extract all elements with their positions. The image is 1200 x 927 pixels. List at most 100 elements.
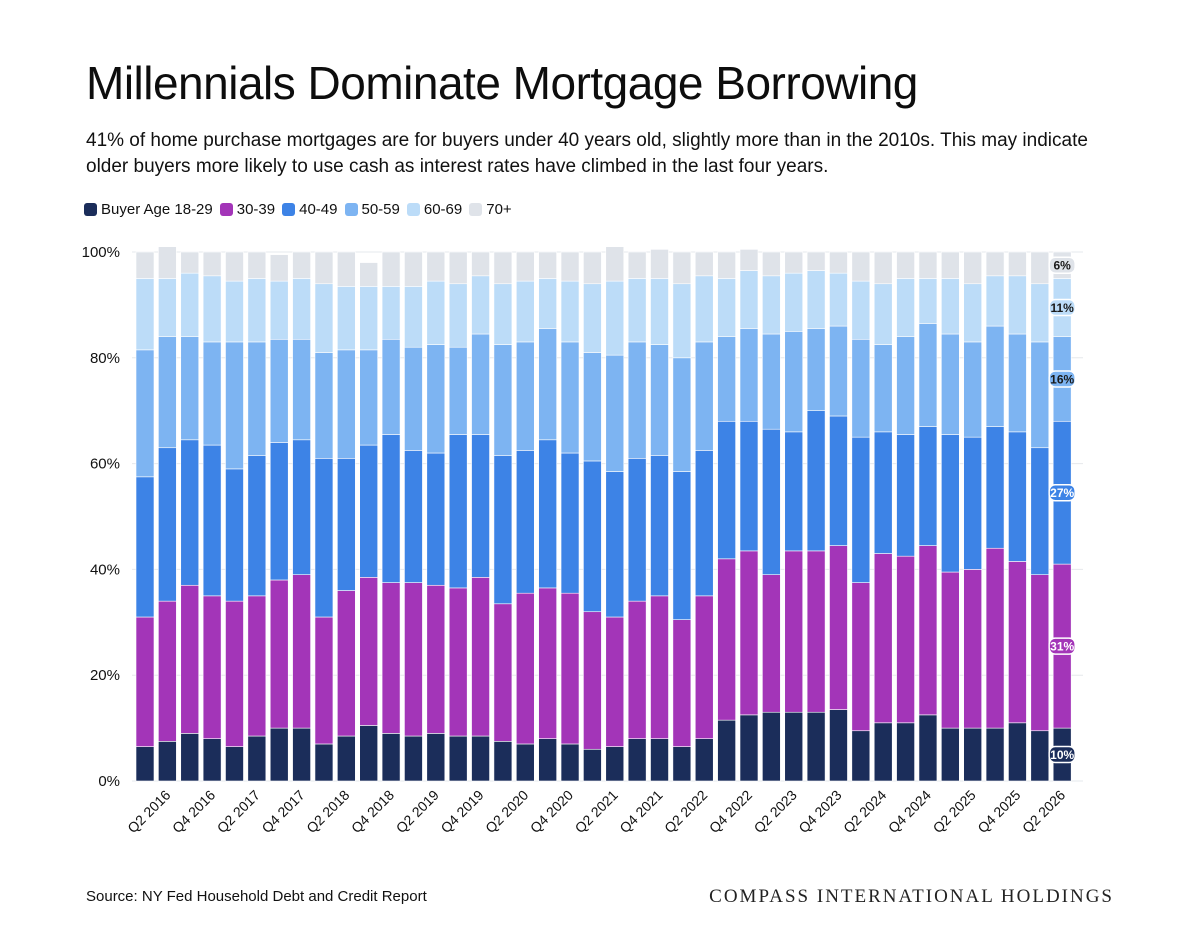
bar-segment bbox=[404, 346, 423, 451]
bar-segment bbox=[963, 436, 982, 570]
bar-segment bbox=[471, 434, 490, 578]
bar-segment bbox=[694, 341, 714, 451]
bar-segment bbox=[225, 746, 244, 782]
bar-segment bbox=[269, 727, 289, 782]
bar-segment bbox=[650, 278, 669, 345]
bar-segment bbox=[583, 251, 602, 285]
bar-segment bbox=[985, 275, 1005, 327]
bar-segment bbox=[404, 582, 423, 737]
bar-segment bbox=[672, 619, 692, 747]
y-tick-label: 0% bbox=[98, 773, 120, 790]
bar-segment bbox=[717, 251, 736, 279]
bar-segment bbox=[538, 439, 557, 589]
bar-segment bbox=[202, 251, 222, 277]
bar-segment bbox=[337, 251, 356, 287]
bar-segment bbox=[918, 278, 938, 324]
end-label-pill bbox=[1048, 483, 1076, 502]
bar-segment bbox=[225, 251, 244, 282]
bar-segment bbox=[829, 325, 848, 417]
bar-segment bbox=[515, 251, 535, 282]
page-title: Millennials Dominate Mortgage Borrowing bbox=[86, 57, 918, 109]
x-tick-label: Q4 2025 bbox=[974, 787, 1023, 836]
end-label: 6% bbox=[1053, 259, 1071, 273]
bar-segment bbox=[337, 735, 356, 782]
bar-segment bbox=[627, 600, 647, 739]
bar-segment bbox=[426, 251, 446, 282]
bar-segment bbox=[918, 323, 938, 427]
legend-swatch bbox=[282, 203, 296, 216]
stacked-bar-chart: 0% 20% 40% 60% 80% 100% 10% 31% 27% 16% 11% 6% Q2 20… bbox=[82, 244, 1083, 836]
bar-segment bbox=[1008, 251, 1027, 277]
bar-segment bbox=[717, 278, 736, 337]
bar-segment bbox=[985, 251, 1005, 277]
bar-segment bbox=[158, 600, 177, 742]
bar-segment bbox=[583, 283, 602, 353]
bar-segment bbox=[471, 735, 490, 782]
bar-segment bbox=[381, 733, 401, 782]
x-tick-label: Q2 2025 bbox=[930, 787, 979, 836]
legend-swatch bbox=[219, 203, 233, 216]
bar-segment bbox=[381, 286, 401, 340]
y-tick-label: 40% bbox=[90, 561, 120, 578]
bar-segment bbox=[918, 426, 938, 546]
bar-segment bbox=[672, 283, 692, 359]
legend-swatch bbox=[84, 203, 97, 216]
bar-segment bbox=[493, 344, 513, 456]
bar-segment bbox=[762, 428, 781, 575]
bar-segment bbox=[717, 336, 736, 422]
bar-segment bbox=[314, 352, 334, 459]
bar-segment bbox=[694, 595, 714, 739]
x-tick-label: Q2 2017 bbox=[214, 787, 263, 836]
bar-segment bbox=[202, 341, 222, 446]
bar-segment bbox=[806, 711, 826, 782]
bar-segment bbox=[806, 550, 826, 713]
bar-segment bbox=[784, 711, 804, 782]
x-tick-label: Q4 2022 bbox=[706, 787, 755, 836]
bar-segment bbox=[1030, 283, 1050, 343]
bar-segment bbox=[538, 328, 557, 441]
bar-segment bbox=[873, 431, 893, 554]
bar-segment bbox=[158, 246, 177, 279]
bar-segment bbox=[1030, 251, 1050, 285]
x-tick-label: Q2 2026 bbox=[1019, 787, 1068, 836]
bar-segment bbox=[225, 280, 244, 343]
bar-segment bbox=[963, 727, 982, 782]
bar-segment bbox=[605, 354, 625, 472]
bar-segment bbox=[583, 748, 602, 782]
bar-segment bbox=[605, 471, 625, 618]
bar-segment bbox=[829, 709, 848, 782]
bar-segment bbox=[359, 577, 379, 726]
bar-segment bbox=[650, 738, 669, 782]
bar-segment bbox=[404, 286, 423, 348]
bar-segment bbox=[650, 595, 669, 739]
bar-segment bbox=[851, 582, 871, 732]
legend-swatch bbox=[469, 203, 483, 216]
bar-segment bbox=[247, 735, 267, 782]
bar-segment bbox=[1030, 447, 1050, 575]
bar-segment bbox=[538, 278, 557, 330]
bar-segment bbox=[1008, 275, 1027, 335]
legend-item: 30-39 bbox=[219, 201, 275, 218]
bar-segment bbox=[471, 251, 490, 277]
x-tick-label: Q2 2021 bbox=[572, 787, 621, 836]
bar-segment bbox=[1008, 561, 1027, 724]
bar-segment bbox=[829, 545, 848, 710]
bar-segment bbox=[694, 251, 714, 277]
bar-segment bbox=[873, 553, 893, 724]
bar-segment bbox=[426, 584, 446, 734]
bar-segment bbox=[314, 251, 334, 285]
bar-segment bbox=[269, 579, 289, 729]
bar-segment bbox=[515, 743, 535, 782]
bar-segment bbox=[784, 251, 804, 274]
bar-segment bbox=[873, 283, 893, 345]
x-tick-label: Q2 2016 bbox=[124, 787, 173, 836]
x-tick-label: Q4 2024 bbox=[885, 787, 934, 836]
bar-segment bbox=[896, 555, 915, 724]
bar-segment bbox=[672, 251, 692, 285]
bar-segment bbox=[851, 251, 871, 282]
legend-item: 50-59 bbox=[344, 201, 400, 218]
bar-segment bbox=[560, 592, 580, 745]
bar-segment bbox=[985, 426, 1005, 549]
bar-segment bbox=[806, 270, 826, 330]
bar-segment bbox=[762, 711, 781, 782]
